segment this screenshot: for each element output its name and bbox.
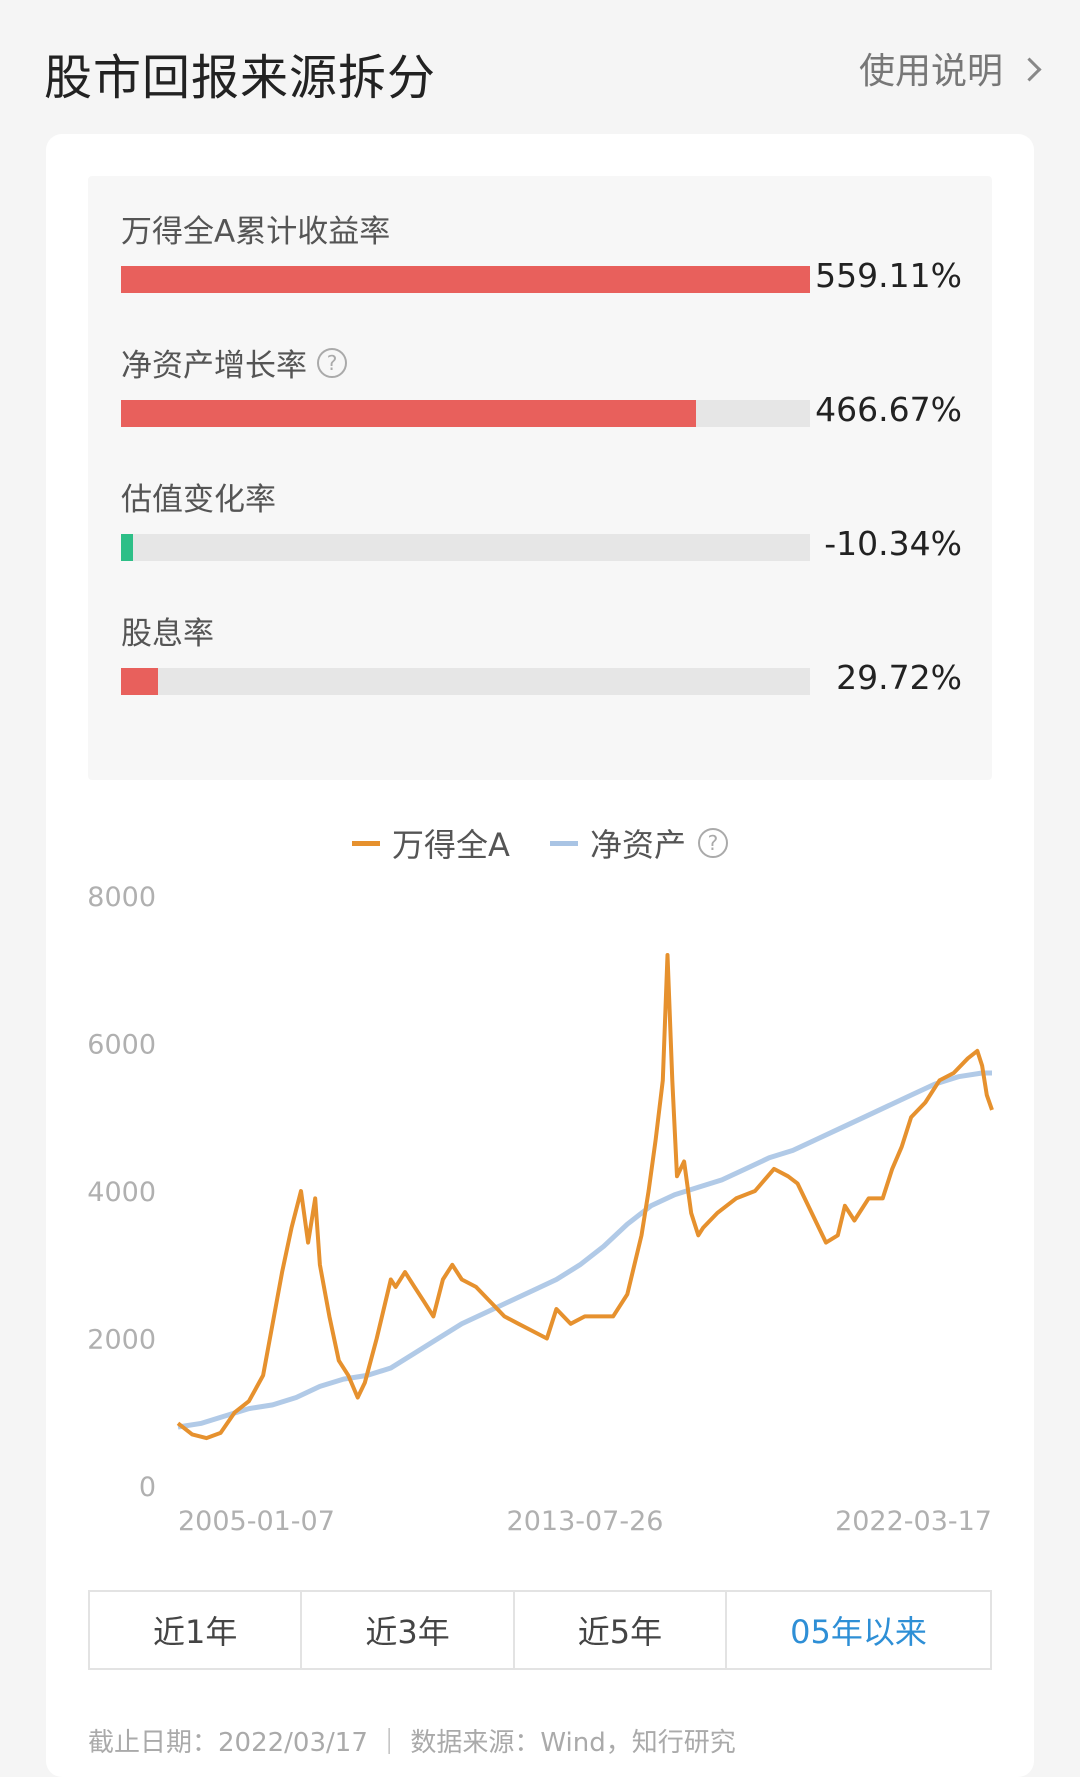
bar-row-net-asset-growth: 净资产增长率 ? 466.67% bbox=[88, 340, 992, 460]
legend-label-net-asset: 净资产 bbox=[589, 826, 686, 864]
legend-swatch-net-asset bbox=[549, 840, 578, 846]
legend-item-wind-a[interactable]: 万得全A bbox=[352, 820, 510, 866]
bar-value-dividend-yield: 29.72% bbox=[836, 658, 962, 697]
tab-since-2005[interactable]: 05年以来 bbox=[790, 1613, 927, 1651]
data-source-note: 截止日期：2022/03/17 ｜ 数据来源：Wind，知行研究 bbox=[88, 1728, 736, 1758]
legend-item-net-asset[interactable]: 净资产 ? bbox=[549, 820, 728, 866]
y-tick-label: 0 bbox=[139, 1472, 156, 1503]
bar-label-valuation-change: 估值变化率 bbox=[121, 482, 276, 518]
series-line-net-asset bbox=[177, 1070, 992, 1430]
x-tick-label: 2022-03-17 bbox=[835, 1506, 992, 1537]
y-tick-label: 2000 bbox=[87, 1325, 156, 1356]
y-tick-label: 6000 bbox=[87, 1030, 156, 1061]
bar-fill-cumulative-return bbox=[121, 266, 810, 293]
tab-3-year[interactable]: 近3年 bbox=[302, 1592, 515, 1668]
question-icon[interactable]: ? bbox=[697, 828, 728, 858]
bar-label-dividend-yield: 股息率 bbox=[121, 616, 214, 652]
usage-guide-link[interactable]: 使用说明 bbox=[858, 42, 1042, 94]
line-chart: 8000 6000 4000 2000 0 2005-01-07 2013-07-26 202… bbox=[87, 882, 994, 1537]
bar-fill-valuation-change bbox=[121, 534, 134, 561]
y-tick-label: 8000 bbox=[87, 882, 156, 913]
bar-row-dividend-yield: 股息率 29.72% bbox=[88, 608, 992, 728]
bar-track bbox=[121, 266, 810, 293]
bar-track bbox=[121, 668, 810, 695]
bar-value-cumulative-return: 559.11% bbox=[815, 256, 962, 295]
bar-label-cumulative-return: 万得全A累计收益率 bbox=[121, 214, 391, 250]
bar-fill-net-asset-growth bbox=[121, 400, 696, 427]
bar-row-valuation-change: 估值变化率 -10.34% bbox=[88, 474, 992, 594]
chart-legend: 万得全A 净资产 ? bbox=[0, 820, 1080, 866]
usage-guide-label: 使用说明 bbox=[858, 51, 1003, 92]
bar-fill-dividend-yield bbox=[121, 668, 158, 695]
tab-5-year[interactable]: 近5年 bbox=[515, 1592, 728, 1668]
question-icon[interactable]: ? bbox=[317, 347, 347, 378]
return-decomposition-panel: 万得全A累计收益率 559.11% 净资产增长率 ? 466.67% 估值变化率… bbox=[88, 176, 992, 780]
bar-row-cumulative-return: 万得全A累计收益率 559.11% bbox=[88, 206, 992, 326]
chevron-right-icon bbox=[1017, 56, 1042, 82]
bar-value-net-asset-growth: 466.67% bbox=[815, 390, 962, 429]
bar-value-valuation-change: -10.34% bbox=[824, 524, 962, 563]
bar-track bbox=[121, 400, 810, 427]
bar-label-net-asset-growth: 净资产增长率 bbox=[121, 348, 307, 384]
x-tick-label: 2013-07-26 bbox=[507, 1506, 664, 1537]
bar-track bbox=[121, 534, 810, 561]
range-tabs: 近1年 近3年 近5年 05年以来 bbox=[88, 1590, 992, 1670]
page-title: 股市回报来源拆分 bbox=[44, 50, 437, 106]
x-tick-label: 2005-01-07 bbox=[178, 1506, 335, 1537]
series-line-wind-a bbox=[176, 953, 994, 1441]
legend-label-wind-a: 万得全A bbox=[392, 826, 510, 864]
header-bar: 股市回报来源拆分 使用说明 bbox=[0, 0, 1080, 130]
tab-1-year[interactable]: 近1年 bbox=[90, 1592, 303, 1668]
legend-swatch-wind-a bbox=[352, 840, 381, 846]
y-tick-label: 4000 bbox=[87, 1177, 156, 1208]
